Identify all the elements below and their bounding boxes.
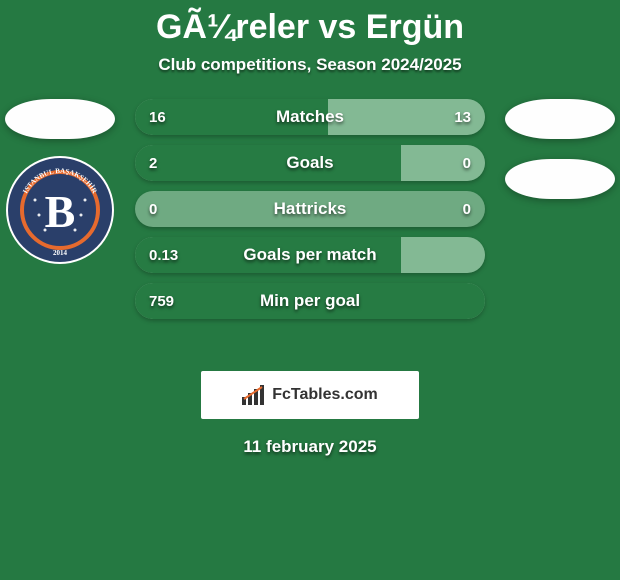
country-flag-right-2 bbox=[505, 159, 615, 199]
stats-bars: Matches1613Goals20Hattricks00Goals per m… bbox=[135, 99, 485, 319]
date-label: 11 february 2025 bbox=[0, 437, 620, 457]
stat-value-left: 16 bbox=[135, 99, 180, 135]
bar-chart-icon bbox=[242, 385, 266, 405]
team-left-column: B ISTANBUL BAŞAKŞEHİR 2014 bbox=[0, 99, 120, 265]
stat-value-right: 13 bbox=[440, 99, 485, 135]
subtitle: Club competitions, Season 2024/2025 bbox=[0, 55, 620, 75]
stat-label: Hattricks bbox=[135, 191, 485, 227]
stat-value-left: 2 bbox=[135, 145, 171, 181]
country-flag-left bbox=[5, 99, 115, 139]
stat-row-matches: Matches16 13 bbox=[135, 99, 485, 135]
stat-label: Goals bbox=[135, 145, 485, 181]
stat-row-goals: Goals2 0 bbox=[135, 145, 485, 181]
crest-year: 2014 bbox=[53, 249, 68, 257]
crest-letter: B bbox=[45, 186, 76, 237]
stat-value-right: 0 bbox=[449, 191, 485, 227]
stat-row-min-per-goal: Min per goal759 bbox=[135, 283, 485, 319]
page-title: GÃ¼reler vs Ergün bbox=[0, 0, 620, 47]
stat-value-left: 0 bbox=[135, 191, 171, 227]
team-right-column bbox=[500, 99, 620, 219]
stat-value-right: 0 bbox=[449, 145, 485, 181]
source-badge: FcTables.com bbox=[201, 371, 419, 419]
stat-value-left: 0.13 bbox=[135, 237, 192, 273]
source-label: FcTables.com bbox=[272, 386, 378, 404]
stat-row-hattricks: Hattricks0 0 bbox=[135, 191, 485, 227]
comparison-panel: B ISTANBUL BAŞAKŞEHİR 2014 Matches16 13 Go… bbox=[0, 99, 620, 349]
stat-value-left: 759 bbox=[135, 283, 188, 319]
club-crest-left: B ISTANBUL BAŞAKŞEHİR 2014 bbox=[5, 155, 115, 265]
country-flag-right-1 bbox=[505, 99, 615, 139]
stat-label: Matches bbox=[135, 99, 485, 135]
stat-row-goals-per-match: Goals per match0.13 bbox=[135, 237, 485, 273]
